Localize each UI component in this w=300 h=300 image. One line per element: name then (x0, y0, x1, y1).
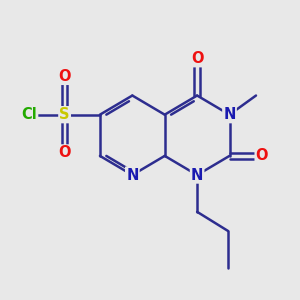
Text: O: O (58, 69, 71, 84)
Text: O: O (191, 51, 203, 66)
Text: O: O (58, 146, 71, 160)
Text: O: O (256, 148, 268, 164)
Text: N: N (126, 167, 139, 182)
Text: N: N (223, 107, 236, 122)
Text: S: S (59, 107, 70, 122)
Text: N: N (191, 167, 203, 182)
Text: Cl: Cl (21, 107, 37, 122)
